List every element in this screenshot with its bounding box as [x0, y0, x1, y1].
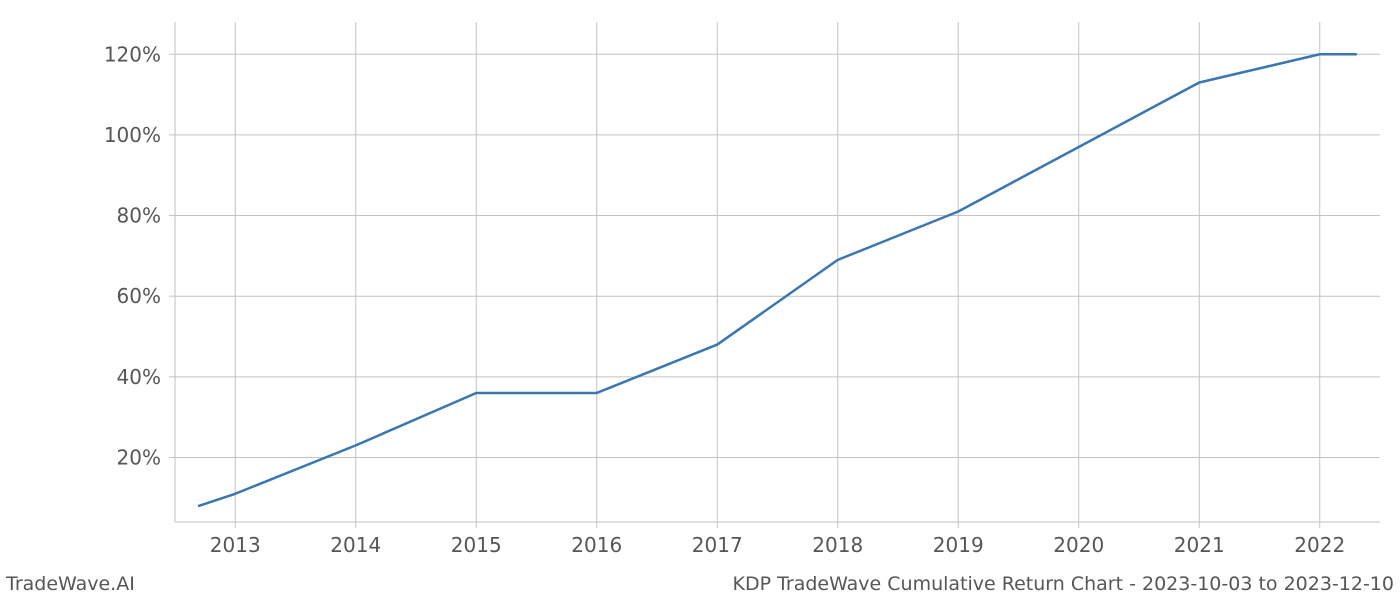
x-tick-label: 2015: [451, 533, 502, 557]
x-tick-label: 2022: [1294, 533, 1345, 557]
x-tick-label: 2020: [1053, 533, 1104, 557]
footer-left-label: TradeWave.AI: [5, 573, 135, 595]
y-tick-label: 40%: [117, 365, 161, 389]
y-tick-label: 20%: [117, 445, 161, 469]
x-tick-label: 2018: [812, 533, 863, 557]
y-tick-label: 80%: [117, 204, 161, 228]
x-tick-label: 2014: [330, 533, 381, 557]
y-tick-label: 60%: [117, 284, 161, 308]
x-tick-label: 2016: [571, 533, 622, 557]
footer-right-label: KDP TradeWave Cumulative Return Chart - …: [732, 573, 1394, 595]
return-chart: 2013 2014 2015 2016 2017 2018 2019 2020 2021 2022…: [0, 0, 1400, 600]
x-tick-label: 2019: [933, 533, 984, 557]
x-tick-label: 2013: [210, 533, 261, 557]
x-tick-label: 2021: [1174, 533, 1225, 557]
y-tick-label: 120%: [104, 42, 161, 66]
chart-container: 2013 2014 2015 2016 2017 2018 2019 2020 2021 2022…: [0, 0, 1400, 600]
y-tick-label: 100%: [104, 123, 161, 147]
chart-background: [0, 0, 1400, 600]
x-tick-label: 2017: [692, 533, 743, 557]
